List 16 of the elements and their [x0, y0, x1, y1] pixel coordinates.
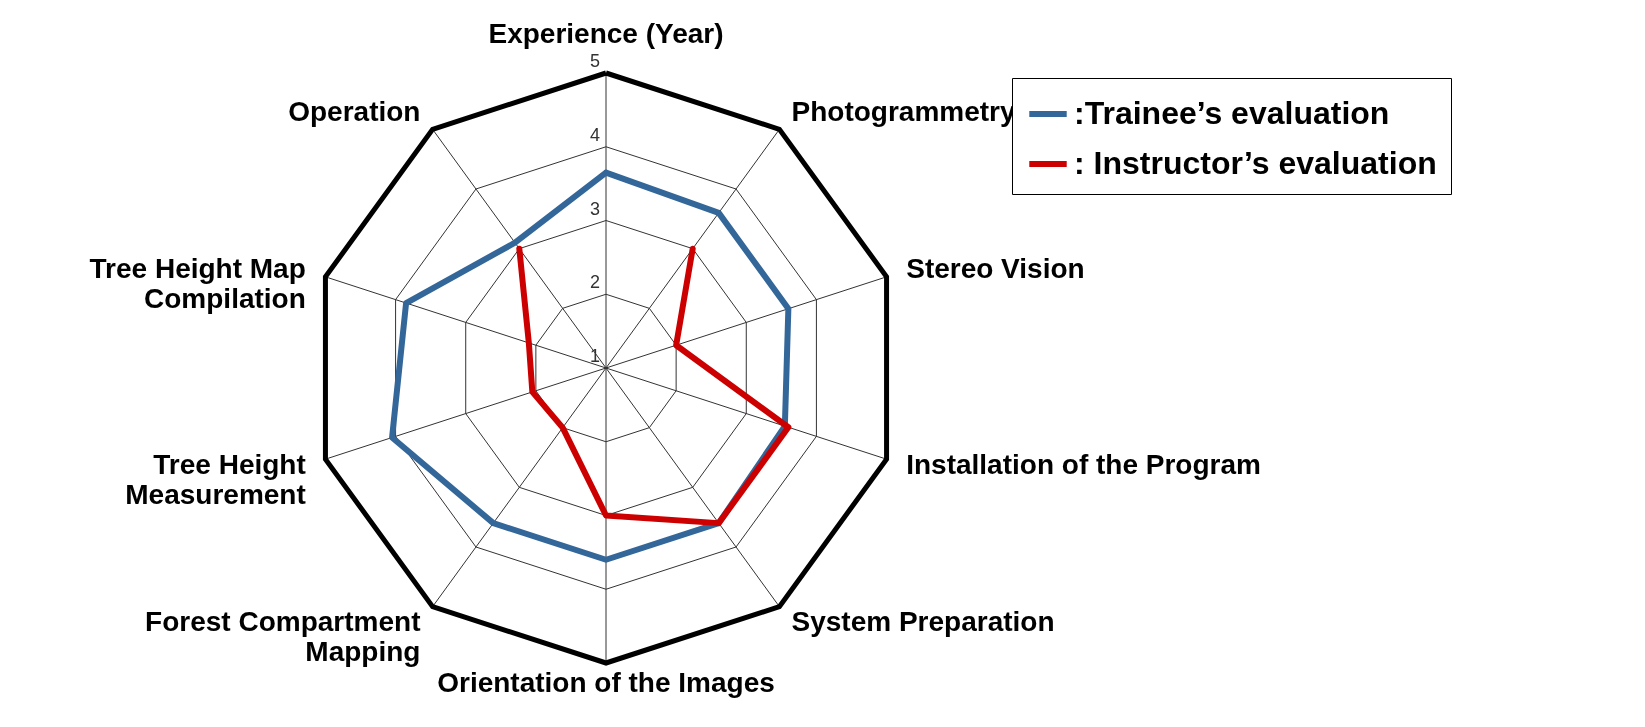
spoke-label: Tree Height Map Compilation	[89, 253, 306, 315]
spoke-label: Photogrammetry	[791, 95, 1016, 127]
legend-label: :Trainee’s evaluation	[1074, 95, 1390, 131]
y-tick-label: 2	[589, 272, 600, 293]
y-tick-label: 3	[589, 198, 600, 219]
spoke-label: Experience (Year)	[488, 17, 724, 49]
legend-label: : Instructor’s evaluation	[1074, 145, 1437, 181]
spoke-label: Operation	[288, 95, 421, 127]
spoke-label: Forest Compartment Mapping	[145, 606, 421, 668]
y-tick-label: 5	[589, 51, 600, 71]
spoke-label: Orientation of the Images	[437, 666, 775, 698]
spoke-label: Stereo Vision	[906, 253, 1085, 285]
spoke-label: Tree Height Measurement	[125, 448, 306, 510]
y-tick-label: 4	[589, 124, 600, 145]
spoke-label: System Preparation	[791, 606, 1055, 638]
spoke-label: Installation of the Program	[906, 448, 1261, 480]
